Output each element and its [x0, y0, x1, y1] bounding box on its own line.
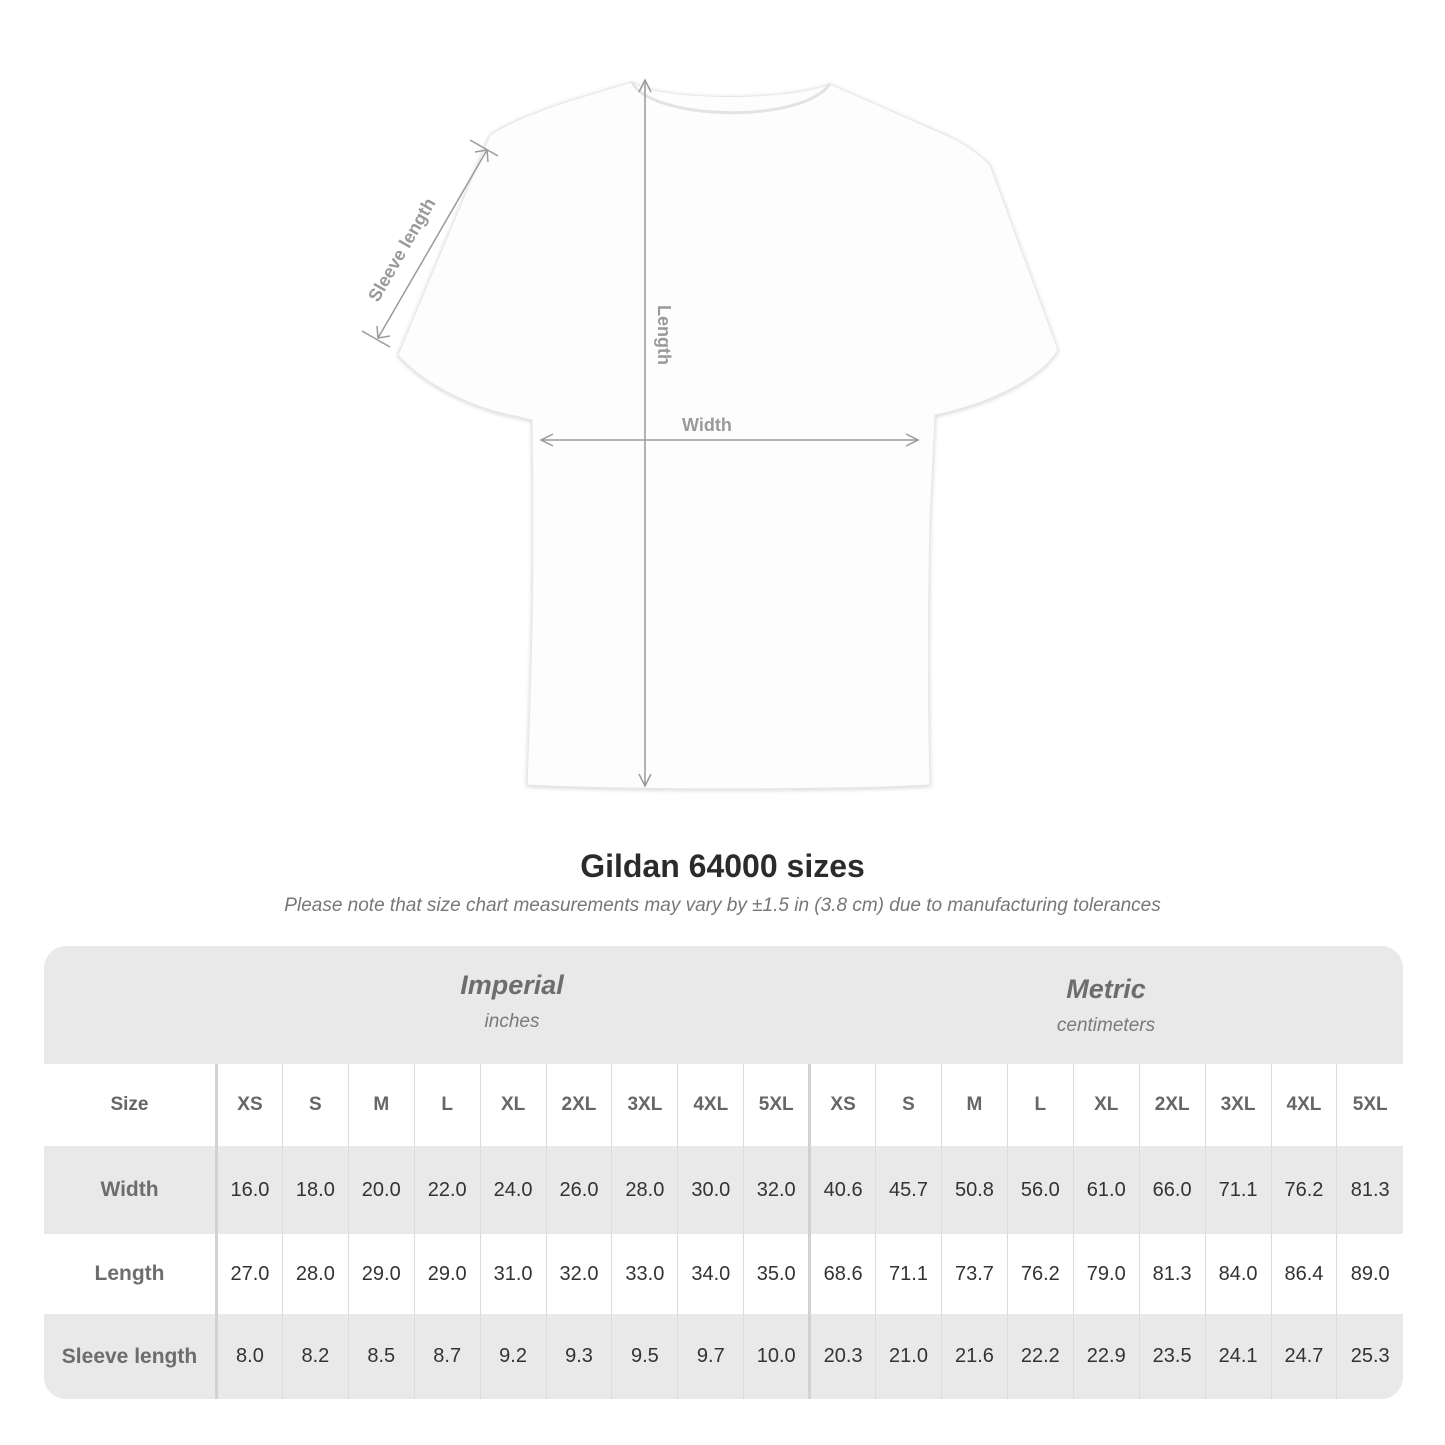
table-row: Sleeve length 8.0 8.2 8.5 8.7 9.2 9.3 9.5 9.7 10.…: [44, 1314, 1403, 1399]
size-header-cell: L: [413, 1064, 481, 1146]
tshirt-diagram: Sleeve length Length Width: [361, 78, 1059, 790]
measurement-cell: 71.1: [1204, 1146, 1271, 1234]
measurement-cell: 79.0: [1072, 1234, 1140, 1314]
measurement-cell: 24.7: [1270, 1314, 1337, 1399]
measurement-cell: 56.0: [1006, 1146, 1074, 1234]
tolerance-note: Please note that size chart measurements…: [284, 895, 1161, 916]
measurement-cell: 26.0: [545, 1146, 612, 1234]
measurement-cell: 66.0: [1138, 1146, 1206, 1234]
measurement-cell: 30.0: [677, 1146, 744, 1234]
size-header-cell: 4XL: [1270, 1064, 1337, 1146]
size-header-cell: 5XL: [1336, 1064, 1403, 1146]
size-header-cell: XS: [216, 1064, 283, 1146]
table-row: Length 27.0 28.0 29.0 29.0 31.0 32.0 33.0 34.0 35…: [44, 1234, 1403, 1314]
size-header-cell: 3XL: [1204, 1064, 1271, 1146]
measurement-cell: 35.0: [743, 1234, 810, 1314]
measurement-cell: 68.6: [808, 1234, 876, 1314]
measurement-cell: 84.0: [1204, 1234, 1271, 1314]
measurement-cell: 89.0: [1336, 1234, 1403, 1314]
row-label: Length: [44, 1234, 218, 1314]
measurement-cell: 28.0: [281, 1234, 349, 1314]
measurement-cell: 21.0: [875, 1314, 942, 1399]
measurement-cell: 73.7: [940, 1234, 1008, 1314]
measurement-cell: 25.3: [1336, 1314, 1403, 1399]
table-row: Width 16.0 18.0 20.0 22.0 24.0 26.0 28.0 30.0 32.…: [44, 1146, 1403, 1234]
measurement-cell: 9.7: [677, 1314, 744, 1399]
measurement-cell: 8.2: [281, 1314, 349, 1399]
width-label: Width: [682, 415, 732, 435]
measurement-cell: 24.1: [1204, 1314, 1271, 1399]
measurement-cell: 10.0: [743, 1314, 810, 1399]
page-title: Gildan 64000 sizes: [580, 848, 865, 884]
size-header-cell: XL: [1072, 1064, 1140, 1146]
measurement-cell: 32.0: [545, 1234, 612, 1314]
imperial-label: Imperial: [460, 970, 564, 1000]
metric-unit: centimeters: [1056, 1015, 1156, 1036]
measurement-cell: 34.0: [677, 1234, 744, 1314]
measurement-cell: 71.1: [875, 1234, 942, 1314]
imperial-header: Imperial inches: [215, 946, 809, 1088]
measurement-cell: 22.9: [1072, 1314, 1140, 1399]
tshirt-shape: [397, 81, 1059, 790]
measurement-cell: 9.2: [479, 1314, 547, 1399]
measurement-cell: 33.0: [611, 1234, 678, 1314]
measurement-cell: 8.7: [413, 1314, 481, 1399]
measurement-cell: 32.0: [743, 1146, 810, 1234]
measurement-cell: 22.2: [1006, 1314, 1074, 1399]
measurement-cell: 18.0: [281, 1146, 349, 1234]
length-label: Length: [654, 305, 674, 365]
measurement-cell: 21.6: [940, 1314, 1008, 1399]
metric-header: Metric centimeters: [809, 946, 1403, 1092]
measurement-cell: 20.0: [347, 1146, 415, 1234]
size-table: Size XS S M L XL 2XL 3XL 4XL 5XL XS S M L XL 2XL 3XL 4XL 5…: [44, 1064, 1403, 1399]
measurement-cell: 8.0: [216, 1314, 283, 1399]
measurement-cell: 23.5: [1138, 1314, 1206, 1399]
size-header-cell: 2XL: [1138, 1064, 1206, 1146]
measurement-cell: 22.0: [413, 1146, 481, 1234]
size-header-cell: 4XL: [677, 1064, 744, 1146]
metric-label: Metric: [1066, 974, 1146, 1004]
size-header-cell: XL: [479, 1064, 547, 1146]
sleeve-line: [377, 149, 488, 339]
row-label: Size: [44, 1064, 218, 1146]
measurement-cell: 28.0: [611, 1146, 678, 1234]
size-header-row: Size XS S M L XL 2XL 3XL 4XL 5XL XS S M L XL 2XL 3XL 4XL 5…: [44, 1064, 1403, 1146]
measurement-cell: 27.0: [216, 1234, 283, 1314]
measurement-cell: 86.4: [1270, 1234, 1337, 1314]
row-label: Sleeve length: [44, 1314, 218, 1399]
measurement-cell: 81.3: [1336, 1146, 1403, 1234]
measurement-cell: 16.0: [216, 1146, 283, 1234]
measurement-cell: 20.3: [808, 1314, 876, 1399]
measurement-cell: 29.0: [413, 1234, 481, 1314]
measurement-cell: 40.6: [808, 1146, 876, 1234]
measure-lines: [361, 78, 920, 788]
measurement-cell: 45.7: [875, 1146, 942, 1234]
imperial-unit: inches: [484, 1011, 540, 1032]
size-header-cell: M: [940, 1064, 1008, 1146]
measurement-cell: 9.5: [611, 1314, 678, 1399]
size-header-cell: L: [1006, 1064, 1074, 1146]
size-header-cell: 5XL: [743, 1064, 810, 1146]
measurement-cell: 50.8: [940, 1146, 1008, 1234]
size-header-cell: 3XL: [611, 1064, 678, 1146]
size-chart-panel: Imperial inches Metric centimeters Size X…: [44, 946, 1403, 1399]
measurement-cell: 76.2: [1006, 1234, 1074, 1314]
row-label: Width: [44, 1146, 218, 1234]
measurement-cell: 8.5: [347, 1314, 415, 1399]
size-header-cell: S: [281, 1064, 349, 1146]
size-header-cell: S: [875, 1064, 942, 1146]
measurement-cell: 31.0: [479, 1234, 547, 1314]
measurement-cell: 81.3: [1138, 1234, 1206, 1314]
measurement-cell: 9.3: [545, 1314, 612, 1399]
size-header-cell: 2XL: [545, 1064, 612, 1146]
measurement-cell: 29.0: [347, 1234, 415, 1314]
size-header-cell: M: [347, 1064, 415, 1146]
measurement-cell: 76.2: [1270, 1146, 1337, 1234]
measurement-cell: 61.0: [1072, 1146, 1140, 1234]
size-header-cell: XS: [808, 1064, 876, 1146]
measurement-cell: 24.0: [479, 1146, 547, 1234]
